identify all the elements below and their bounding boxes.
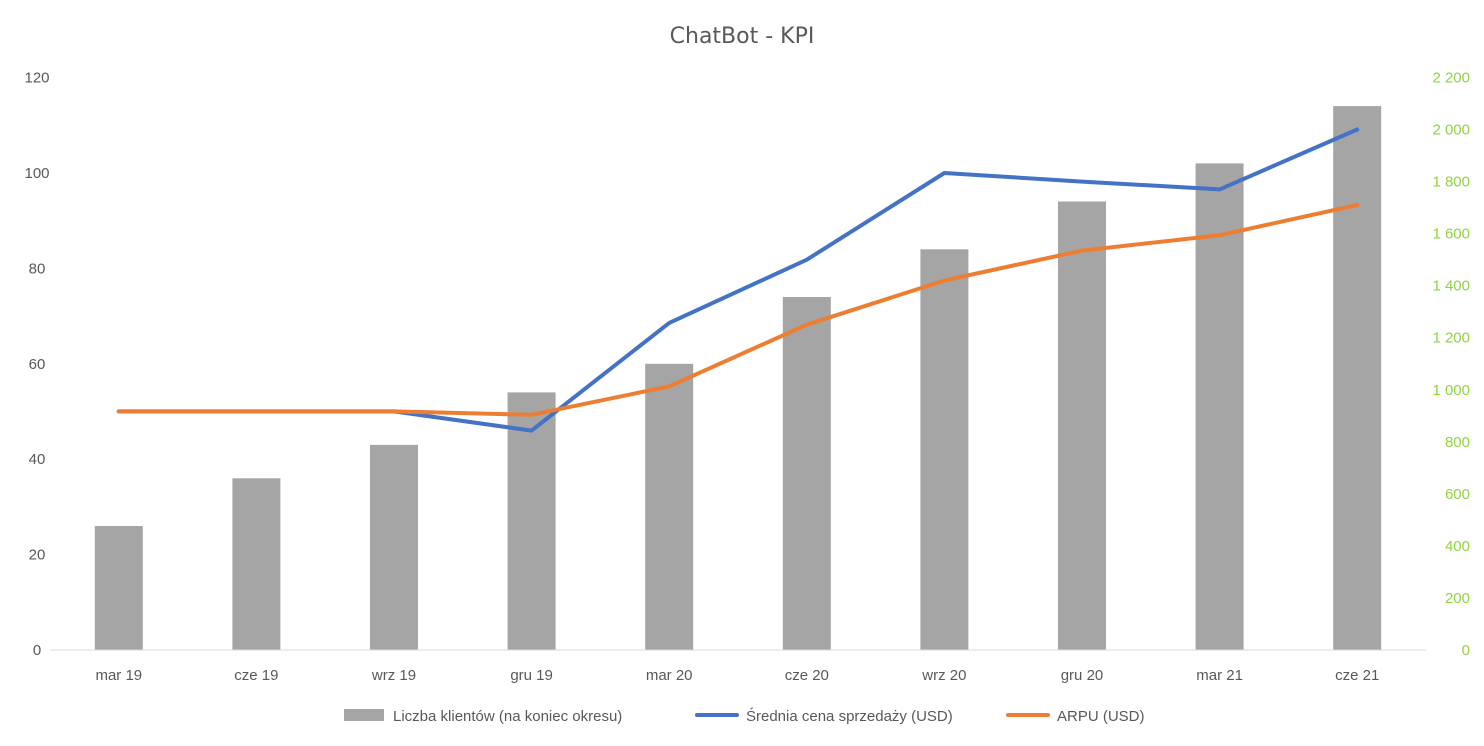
y-left-tick-label: 120	[24, 70, 49, 87]
y-right-tick-label: 0	[1462, 642, 1470, 659]
bar-cze-19	[232, 478, 281, 651]
x-tick-label: gru 19	[510, 667, 553, 684]
bars-layer	[94, 106, 1382, 651]
y-right-tick-label: 1 800	[1432, 174, 1470, 191]
x-tick-label: mar 19	[95, 667, 142, 684]
chart-title: ChatBot - KPI	[670, 24, 815, 49]
bar-mar-19	[94, 526, 143, 650]
x-tick-label: mar 20	[646, 667, 693, 684]
y-right-tick-label: 600	[1445, 486, 1470, 503]
y-right-tick-label: 1 600	[1432, 226, 1470, 243]
y-right-tick-label: 400	[1445, 538, 1470, 555]
y-right-tick-label: 800	[1445, 434, 1470, 451]
bar-gru-19	[507, 392, 556, 650]
line-series-1	[116, 127, 1360, 433]
y-right-tick-label: 2 000	[1432, 122, 1470, 139]
bar-mar-20	[645, 363, 694, 651]
x-tick-label: gru 20	[1061, 667, 1104, 684]
y-right-tick-label: 200	[1445, 590, 1470, 607]
right-axis-ticks: 0 200 400 600 800 1 000 1 200 1 400 1 600 1 800 2 …	[1432, 70, 1470, 660]
bar-wrz-19	[370, 444, 418, 650]
bar-wrz-20	[920, 249, 969, 651]
y-right-tick-label: 1 000	[1432, 382, 1470, 399]
y-left-tick-label: 40	[29, 451, 46, 468]
legend: Liczba klientów (na koniec okresu) Średni…	[344, 707, 1145, 725]
left-axis-ticks: 0 20 40 60 80 100 120	[24, 70, 49, 660]
legend-label: ARPU (USD)	[1057, 708, 1145, 725]
y-left-tick-label: 20	[29, 547, 46, 564]
bar-cze-20	[782, 297, 831, 650]
y-left-tick-label: 60	[29, 356, 46, 373]
lines-layer	[116, 127, 1360, 433]
x-tick-label: wrz 19	[371, 667, 416, 684]
line-series-2	[116, 203, 1360, 417]
x-tick-label: wrz 20	[921, 667, 966, 684]
legend-label: Średnia cena sprzedaży (USD)	[746, 707, 953, 725]
legend-label: Liczba klientów (na koniec okresu)	[393, 708, 622, 725]
bar-mar-21	[1195, 163, 1244, 650]
y-right-tick-label: 1 400	[1432, 278, 1470, 295]
y-left-tick-label: 0	[33, 642, 41, 659]
bar-cze-21	[1333, 106, 1382, 651]
x-tick-label: cze 21	[1335, 667, 1379, 684]
y-left-tick-label: 80	[29, 260, 46, 277]
y-right-tick-label: 1 200	[1432, 330, 1470, 347]
bar-gru-20	[1058, 201, 1106, 650]
x-tick-label: cze 19	[234, 667, 278, 684]
y-left-tick-label: 100	[24, 165, 49, 182]
y-right-tick-label: 2 200	[1432, 70, 1470, 87]
x-axis-ticks: mar 19 cze 19 wrz 19 gru 19 mar 20 cze 20 wrz …	[95, 667, 1379, 684]
x-tick-label: mar 21	[1196, 667, 1243, 684]
legend-marker-bar	[344, 709, 384, 721]
x-tick-label: cze 20	[785, 667, 829, 684]
